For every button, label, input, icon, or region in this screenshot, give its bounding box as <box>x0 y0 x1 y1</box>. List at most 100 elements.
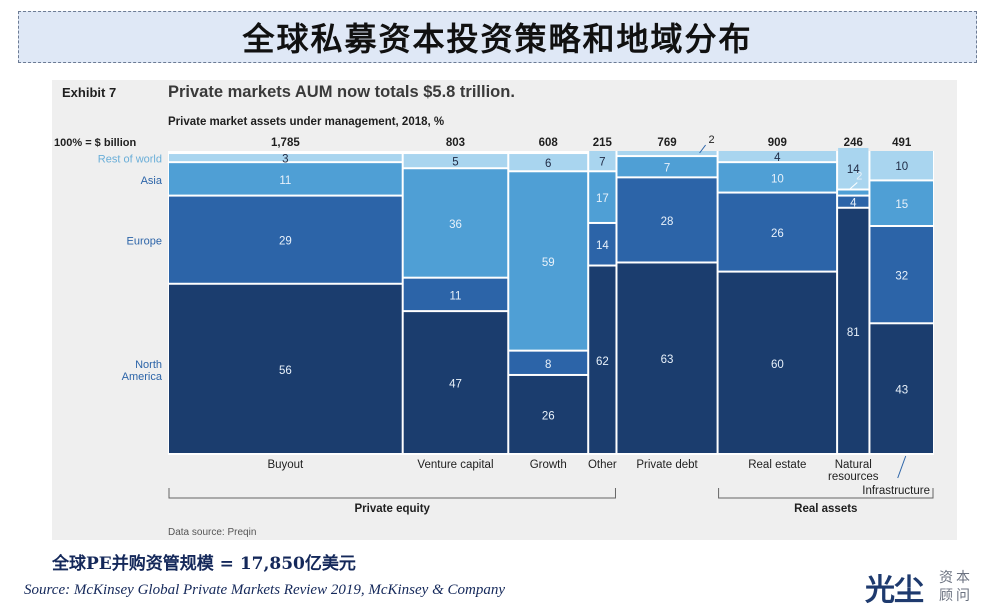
category-label: Buyout <box>267 459 304 471</box>
column-total-label: 608 <box>539 137 559 149</box>
segment-value-label: 10 <box>771 173 784 185</box>
mekko-segment <box>718 272 837 453</box>
callout-line <box>699 144 706 154</box>
segment-name-label: America <box>122 371 163 383</box>
mekko-segment <box>589 266 616 453</box>
mekko-segment <box>169 196 402 283</box>
mekko-segment <box>589 172 616 222</box>
column-total-label: 769 <box>657 137 676 149</box>
mekko-chart: Exhibit 7 Private markets AUM now totals … <box>54 83 934 538</box>
mekko-segment <box>403 278 508 311</box>
mekko-segment <box>589 151 616 171</box>
segment-value-label: 5 <box>452 157 458 169</box>
category-label: Real estate <box>748 459 806 471</box>
mekko-segment <box>870 181 933 225</box>
mekko-segment <box>718 151 837 162</box>
chart-subtitle: Private market assets under management, … <box>168 116 444 128</box>
mekko-segment <box>617 178 717 262</box>
column-total-label: 246 <box>844 137 863 149</box>
segment-value-label: 2 <box>856 171 862 183</box>
callout-line <box>848 182 858 190</box>
segment-value-label: 63 <box>661 354 674 366</box>
segment-value-label: 29 <box>279 236 292 248</box>
segment-name-label: Asia <box>141 175 163 187</box>
segment-value-label: 15 <box>895 199 908 211</box>
brand-logo: 光尘 资本 顾问 <box>865 563 985 609</box>
mekko-segment <box>169 284 402 453</box>
segment-value-label: 17 <box>596 193 609 205</box>
segment-value-label: 26 <box>542 410 555 422</box>
mekko-segment <box>509 375 588 453</box>
source-citation: Source: McKinsey Global Private Markets … <box>24 582 505 598</box>
mekko-segment <box>509 351 588 374</box>
mekko-segment <box>509 154 588 171</box>
logo-sub-text-2: 顾问 <box>939 588 973 604</box>
mekko-segment <box>617 157 717 177</box>
category-label: Growth <box>530 459 567 471</box>
category-label: Natural <box>835 459 872 471</box>
total-label: 100% = $ billion <box>54 137 137 149</box>
mekko-segment <box>718 193 837 271</box>
data-source-note: Data source: Preqin <box>168 527 256 538</box>
mekko-segment <box>403 312 508 453</box>
segment-value-label: 8 <box>545 359 551 371</box>
group-label: Private equity <box>355 503 431 515</box>
segment-value-label: 14 <box>847 164 860 176</box>
page-title: 全球私募资本投资策略和地域分布 <box>242 20 753 58</box>
mekko-segment <box>169 163 402 195</box>
segment-value-label: 2 <box>709 134 715 146</box>
segment-value-label: 60 <box>771 359 784 371</box>
category-label: Venture capital <box>417 459 493 471</box>
segment-name-label: Europe <box>127 236 162 248</box>
segment-value-label: 59 <box>542 257 555 269</box>
mekko-segment <box>617 263 717 453</box>
title-banner: 全球私募资本投资策略和地域分布 <box>18 11 977 63</box>
segment-value-label: 6 <box>545 158 551 170</box>
mekko-segment <box>838 196 869 207</box>
segment-value-label: 28 <box>661 216 674 228</box>
column-total-label: 1,785 <box>271 137 300 149</box>
column-total-label: 215 <box>593 137 613 149</box>
segment-value-label: 43 <box>895 385 908 397</box>
mekko-segment <box>169 154 402 162</box>
segment-value-label: 11 <box>279 175 291 187</box>
column-total-label: 803 <box>446 137 465 149</box>
mekko-segment <box>870 151 933 180</box>
mekko-segment <box>617 151 717 156</box>
category-label: Other <box>588 459 617 471</box>
logo-main-text: 光尘 <box>865 573 924 608</box>
mekko-segment <box>870 324 933 453</box>
chart-panel: Exhibit 7 Private markets AUM now totals … <box>52 80 957 540</box>
segment-value-label: 4 <box>850 198 857 210</box>
mekko-segment <box>718 163 837 192</box>
segment-value-label: 11 <box>450 290 462 302</box>
segment-value-label: 62 <box>596 356 609 368</box>
mekko-segment <box>509 172 588 350</box>
group-bracket <box>168 488 616 499</box>
segment-value-label: 47 <box>449 379 462 391</box>
category-label: Infrastructure <box>862 485 930 497</box>
mekko-segment <box>838 208 869 453</box>
segment-value-label: 81 <box>847 327 860 339</box>
segment-value-label: 4 <box>774 152 781 164</box>
mekko-segment <box>838 147 869 189</box>
logo-sub-text-1: 资本 <box>939 570 973 586</box>
category-label: Private debt <box>636 459 698 471</box>
segment-value-label: 36 <box>449 219 462 231</box>
aum-note: 全球PE并购资管规模 = 17,850亿美元 <box>52 554 356 574</box>
mekko-segment <box>403 154 508 168</box>
segment-value-label: 7 <box>664 163 670 175</box>
segment-value-label: 3 <box>282 154 288 166</box>
mekko-segment <box>838 190 869 195</box>
segment-value-label: 32 <box>895 271 908 283</box>
segment-value-label: 14 <box>596 240 609 252</box>
exhibit-label: Exhibit 7 <box>62 85 116 100</box>
segment-value-label: 7 <box>599 157 605 169</box>
group-label: Real assets <box>794 503 857 515</box>
mekko-segment <box>403 169 508 277</box>
column-total-label: 491 <box>892 137 912 149</box>
infrastructure-leader-line <box>897 455 907 479</box>
group-bracket <box>718 488 934 499</box>
category-label: resources <box>828 471 879 483</box>
segment-value-label: 26 <box>771 228 784 240</box>
